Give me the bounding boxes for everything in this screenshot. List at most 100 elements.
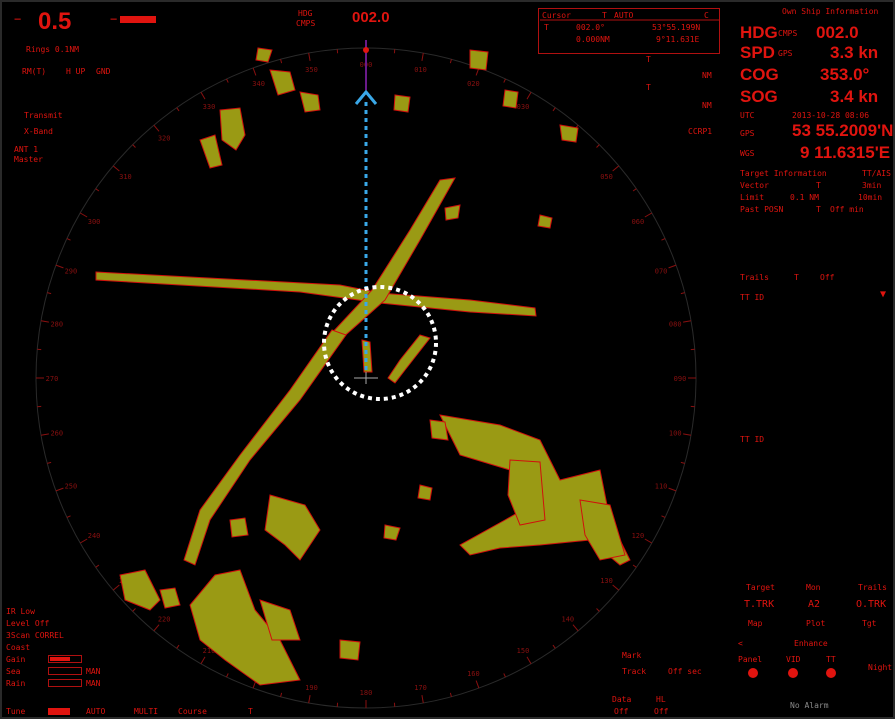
bearing-tick (596, 144, 600, 148)
cursor-mode[interactable]: AUTO (614, 11, 634, 20)
bearing-tick (683, 433, 692, 436)
tt-label: TT (826, 655, 836, 664)
vid-toggle[interactable] (788, 668, 798, 678)
bearing-tick (153, 624, 160, 632)
gain-slider[interactable] (48, 655, 82, 663)
map-button[interactable]: Map (748, 619, 763, 628)
trails-mode[interactable]: T (794, 273, 799, 282)
tgt-button[interactable]: Tgt (862, 619, 877, 628)
spd-source[interactable]: GPS (778, 49, 793, 58)
bearing-tick (632, 564, 637, 568)
bearing-label: 130 (600, 577, 613, 585)
vector-mode[interactable]: T (816, 181, 821, 190)
range-scale[interactable]: 0.5 (38, 8, 72, 35)
bearing-label: 280 (50, 320, 63, 328)
bearing-label: 310 (119, 173, 132, 181)
sea-slider[interactable] (48, 667, 82, 675)
bearing-tick (308, 52, 311, 61)
night-label[interactable]: Night (868, 663, 893, 672)
bearing-tick (200, 656, 206, 665)
bearing-tick (79, 538, 88, 544)
bearing-tick (644, 538, 653, 544)
track-value[interactable]: Off sec (668, 667, 702, 676)
cursor-lat: 53°55.199N (652, 23, 701, 32)
data-label[interactable]: Data (612, 695, 632, 704)
bearing-label: 050 (600, 173, 613, 181)
motion-mode[interactable]: RM(T) (22, 67, 47, 76)
past-posn-mode[interactable]: T (816, 205, 821, 214)
cursor-title: Cursor (542, 11, 571, 20)
hl-label[interactable]: HL (656, 695, 666, 704)
plot-button[interactable]: Plot (806, 619, 826, 628)
bearing-label: 170 (414, 684, 427, 692)
range-up-icon[interactable]: − (110, 12, 118, 26)
bearing-tick (55, 264, 64, 269)
bearing-tick (280, 692, 283, 697)
mid-t-2: T (646, 83, 651, 92)
bearing-label: 120 (632, 532, 645, 540)
heading-arrow-icon (354, 89, 378, 105)
tune-bar[interactable] (48, 708, 70, 715)
bearing-tick (668, 264, 677, 269)
bearing-label: 110 (655, 482, 668, 490)
cursor-c: C (704, 11, 709, 20)
bearing-tick (79, 212, 88, 218)
bearing-label: 150 (517, 647, 530, 655)
rain-mode[interactable]: MAN (86, 679, 101, 688)
rain-slider[interactable] (48, 679, 82, 687)
radar-echoes (95, 47, 631, 686)
bearing-label: 030 (517, 103, 530, 111)
bearing-tick (132, 608, 136, 612)
cog-row-value: 353.0° (820, 65, 870, 84)
orientation-mode[interactable]: H UP (66, 67, 86, 76)
bearing-label: 330 (203, 103, 216, 111)
bearing-tick (449, 692, 452, 697)
bearing-tick (449, 59, 452, 64)
track-label[interactable]: Track (622, 667, 647, 676)
scan-label[interactable]: 3Scan CORREL (6, 631, 64, 640)
otrk-button[interactable]: O.TRK (856, 599, 887, 610)
mark-label[interactable]: Mark (622, 651, 642, 660)
bearing-tick (421, 52, 424, 61)
limit-time[interactable]: 10min (858, 193, 883, 202)
target-mode[interactable]: TT/AIS (862, 169, 891, 178)
course-label[interactable]: Course (178, 707, 207, 716)
rain-label: Rain (6, 679, 26, 688)
a2-button[interactable]: A2 (808, 599, 821, 610)
cursor-box[interactable] (538, 8, 720, 54)
hdg-row-label: HDG (740, 23, 778, 42)
scroll-left-icon[interactable]: < (738, 639, 743, 648)
transmit-status[interactable]: Transmit (24, 111, 63, 120)
panel-toggle[interactable] (748, 668, 758, 678)
limit-range[interactable]: 0.1 NM (790, 193, 819, 202)
past-posn-value[interactable]: Off min (830, 205, 864, 214)
tune-mode[interactable]: AUTO (86, 707, 106, 716)
ttrk-button[interactable]: T.TRK (744, 599, 775, 610)
bearing-label: 080 (669, 320, 682, 328)
tt-id-1[interactable]: TT ID (740, 293, 765, 302)
ir-label[interactable]: IR Low (6, 607, 35, 616)
hl-value[interactable]: Off (654, 707, 669, 716)
hdg-source[interactable]: CMPS (778, 29, 798, 38)
range-down-icon[interactable]: − (14, 12, 22, 26)
coast-label[interactable]: Coast (6, 643, 31, 652)
data-value[interactable]: Off (614, 707, 629, 716)
trails-value[interactable]: Off (820, 273, 835, 282)
sea-mode[interactable]: MAN (86, 667, 101, 676)
ccrp-label[interactable]: CCRP1 (688, 127, 713, 136)
multi-label[interactable]: MULTI (134, 707, 159, 716)
bearing-tick (680, 292, 685, 295)
tt-toggle[interactable] (826, 668, 836, 678)
vector-value[interactable]: 3min (862, 181, 882, 190)
tt-id-2[interactable]: TT ID (740, 435, 765, 444)
bearing-label: 100 (669, 430, 682, 438)
trails-label: Trails (740, 273, 769, 282)
bearing-tick (552, 644, 556, 649)
level-label[interactable]: Level Off (6, 619, 50, 628)
stabilisation-mode[interactable]: GND (96, 67, 111, 76)
bearing-tick (503, 673, 506, 678)
cursor-bearing-t: T (544, 23, 549, 32)
dropdown-arrow-icon[interactable]: ▼ (880, 289, 887, 300)
past-posn-label: Past POSN (740, 205, 784, 214)
